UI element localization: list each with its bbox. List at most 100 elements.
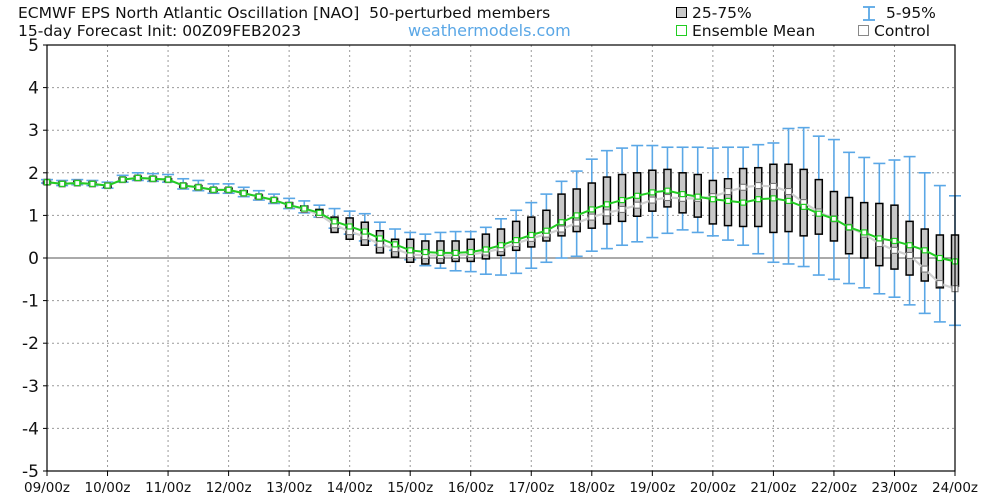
mean-point: [709, 196, 716, 203]
legend-mean-label: Ensemble Mean: [692, 22, 816, 40]
mean-point: [134, 174, 141, 182]
mean-point: [513, 237, 520, 244]
mean-point: [906, 242, 913, 249]
control-point: [633, 201, 641, 209]
mean-point: [225, 186, 232, 193]
control-point: [603, 209, 611, 217]
control-point: [769, 182, 777, 190]
y-tick-label: 0: [28, 249, 39, 269]
control-point: [376, 240, 384, 248]
iqr-box-37: [602, 176, 612, 225]
mean-point: [740, 199, 747, 206]
legend-control-swatch-icon: [858, 25, 869, 36]
mean-point: [316, 209, 323, 216]
mean-point: [921, 247, 928, 254]
mean-point: [376, 235, 384, 242]
legend-box-label: 25-75%: [692, 4, 752, 22]
iqr-box-34: [557, 193, 566, 237]
mean-point: [104, 182, 111, 189]
control-point: [588, 213, 596, 221]
x-tick-label: 14/00z: [327, 480, 373, 496]
control-point: [648, 196, 656, 204]
mean-point: [770, 195, 777, 202]
y-tick-label: -4: [22, 419, 39, 439]
x-tick-label: 13/00z: [266, 480, 312, 496]
mean-point: [603, 201, 611, 208]
x-tick-label: 22/00z: [811, 480, 857, 496]
mean-point: [164, 176, 172, 183]
mean-point: [407, 247, 414, 254]
mean-point: [59, 180, 66, 187]
control-point: [906, 251, 914, 259]
mean-point: [815, 210, 822, 217]
control-point: [936, 280, 944, 288]
control-point: [618, 205, 626, 213]
iqr-box-59: [935, 234, 945, 289]
control-point: [557, 225, 566, 233]
y-tick-label: 3: [28, 121, 39, 141]
mean-point: [452, 249, 459, 256]
iqr-box-58: [920, 228, 929, 282]
y-tick-label: 4: [28, 79, 39, 99]
mean-point: [195, 184, 202, 191]
iqr-box-35: [572, 188, 581, 233]
y-tick-label: -5: [22, 462, 39, 482]
mean-point: [482, 246, 489, 253]
iqr-box-36: [587, 182, 597, 229]
mean-point: [270, 196, 278, 204]
iqr-box-56: [890, 204, 899, 270]
mean-point: [437, 249, 444, 256]
x-tick-label: 10/00z: [85, 480, 131, 496]
mean-point: [785, 197, 792, 205]
iqr-box-46: [738, 167, 748, 228]
mean-point: [89, 180, 96, 187]
x-tick-label: 11/00z: [145, 480, 191, 496]
x-tick-label: 24/00z: [932, 480, 978, 496]
mean-point: [588, 206, 595, 213]
x-tick-label: 18/00z: [569, 480, 615, 496]
init-subtitle: 15-day Forecast Init: 00Z09FEB2023: [18, 22, 302, 40]
control-point: [573, 219, 581, 227]
members-label: 50-perturbed members: [369, 4, 551, 22]
mean-point: [845, 224, 853, 231]
mean-point: [346, 223, 353, 230]
control-point: [890, 246, 899, 254]
mean-point: [286, 202, 293, 209]
x-tick-label: 15/00z: [387, 480, 433, 496]
mean-point: [180, 182, 187, 189]
mean-point: [391, 241, 399, 248]
site-watermark: weathermodels.com: [408, 21, 571, 40]
legend-box-swatch-icon: [676, 7, 687, 18]
legend-whisker-label: 5-95%: [886, 4, 936, 22]
x-tick-label: 20/00z: [690, 480, 736, 496]
control-point: [921, 265, 929, 273]
mean-point: [301, 205, 308, 212]
plot-frame: [46, 44, 956, 472]
x-tick-label: 21/00z: [750, 480, 796, 496]
mean-point: [861, 229, 868, 236]
y-tick-label: -2: [22, 334, 39, 354]
legend-control-label: Control: [874, 22, 931, 40]
mean-point: [210, 186, 217, 193]
mean-point: [558, 219, 565, 226]
legend-control-entry: Control: [858, 22, 930, 40]
iqr-box-33: [542, 209, 551, 242]
x-tick-label: 12/00z: [206, 480, 252, 496]
y-tick-label: 2: [28, 164, 39, 184]
mean-point: [119, 176, 126, 183]
mean-point: [649, 189, 656, 196]
mean-point: [497, 242, 505, 249]
mean-point: [422, 248, 429, 256]
x-tick-label: 23/00z: [871, 480, 917, 496]
mean-point: [755, 196, 762, 203]
control-point: [754, 182, 762, 190]
x-tick-label: 09/00z: [24, 480, 70, 496]
mean-point: [255, 193, 262, 200]
mean-point: [543, 227, 550, 234]
legend-box-entry: 25-75%: [676, 4, 752, 22]
mean-point: [634, 192, 641, 199]
control-point: [724, 187, 732, 196]
mean-point: [240, 190, 247, 197]
mean-point: [467, 248, 474, 256]
